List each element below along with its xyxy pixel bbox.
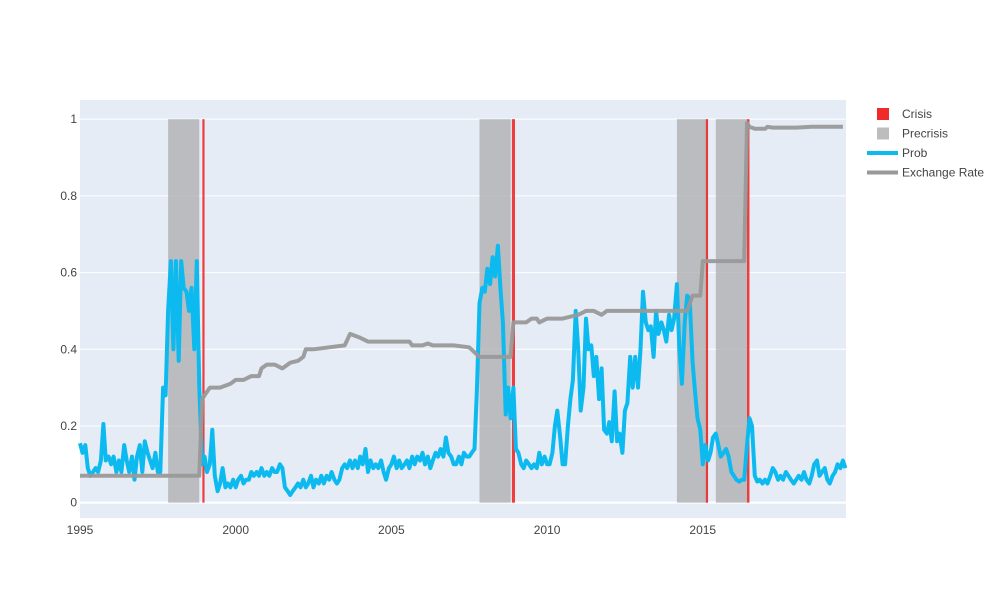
crisis-spans [168, 119, 750, 503]
y-tick-label: 0.6 [60, 266, 77, 280]
series-line-prob [78, 243, 848, 497]
series-lines [78, 121, 848, 497]
x-tick-label: 2015 [689, 523, 716, 537]
legend[interactable]: Crisis Precrisis Prob Exchange Rate [867, 107, 984, 180]
crisis-span [705, 119, 709, 503]
legend-label: Exchange Rate [902, 166, 984, 180]
y-tick-label: 0.8 [60, 189, 77, 203]
crisis-span [511, 119, 516, 503]
x-tick-label: 2000 [222, 523, 249, 537]
x-tick-label: 2010 [534, 523, 561, 537]
legend-item-crisis[interactable]: Crisis [877, 107, 932, 121]
x-axis: 1995 2000 2005 2010 2015 [67, 523, 717, 537]
y-tick-label: 1 [70, 112, 77, 126]
y-tick-label: 0.2 [60, 419, 77, 433]
y-tick-label: 0 [70, 496, 77, 510]
x-tick-label: 2005 [378, 523, 405, 537]
series-line-exchange-rate [80, 121, 843, 478]
legend-item-rate[interactable]: Exchange Rate [867, 166, 984, 180]
x-tick-label: 1995 [67, 523, 94, 537]
y-tick-label: 0.4 [60, 342, 77, 356]
crisis-span [202, 119, 205, 503]
precrisis-legend-swatch [877, 127, 889, 140]
precrisis-span [715, 119, 747, 503]
precrisis-span [479, 119, 511, 503]
legend-label: Prob [902, 146, 928, 160]
legend-item-prob[interactable]: Prob [867, 146, 928, 160]
legend-item-precrisis[interactable]: Precrisis [877, 127, 948, 141]
crisis-span [746, 119, 750, 503]
y-axis: 0 0.2 0.4 0.6 0.8 1 [60, 112, 77, 509]
legend-label: Crisis [902, 107, 932, 121]
crisis-legend-swatch [877, 108, 889, 120]
legend-label: Precrisis [902, 127, 948, 141]
